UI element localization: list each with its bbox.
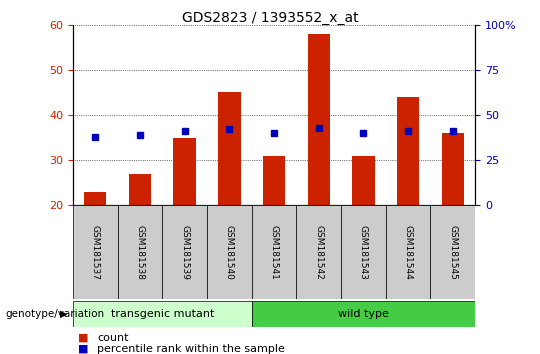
Text: GSM181543: GSM181543	[359, 225, 368, 280]
Text: GSM181542: GSM181542	[314, 225, 323, 280]
Text: GSM181545: GSM181545	[448, 225, 457, 280]
Bar	[118, 205, 163, 299]
Bar	[252, 205, 296, 299]
Text: GSM181537: GSM181537	[91, 225, 100, 280]
Text: GSM181540: GSM181540	[225, 225, 234, 280]
Text: percentile rank within the sample: percentile rank within the sample	[97, 344, 285, 354]
Text: ▶: ▶	[60, 309, 68, 319]
Bar	[263, 156, 285, 205]
Bar	[296, 205, 341, 299]
Bar	[73, 301, 252, 327]
Text: transgenic mutant: transgenic mutant	[111, 309, 214, 319]
Bar	[442, 133, 464, 205]
Text: ■: ■	[78, 344, 89, 354]
Bar	[430, 205, 475, 299]
Text: genotype/variation: genotype/variation	[5, 309, 105, 319]
Bar	[218, 92, 240, 205]
Bar	[207, 205, 252, 299]
Bar	[73, 205, 118, 299]
Text: GSM181541: GSM181541	[269, 225, 279, 280]
Text: ■: ■	[78, 333, 89, 343]
Text: GSM181538: GSM181538	[136, 225, 145, 280]
Text: GSM181539: GSM181539	[180, 225, 189, 280]
Text: GDS2823 / 1393552_x_at: GDS2823 / 1393552_x_at	[181, 11, 359, 25]
Bar	[308, 34, 330, 205]
Bar	[173, 138, 196, 205]
Bar	[341, 205, 386, 299]
Bar	[163, 205, 207, 299]
Text: count: count	[97, 333, 129, 343]
Bar	[397, 97, 420, 205]
Bar	[352, 156, 375, 205]
Bar	[386, 205, 430, 299]
Bar	[129, 174, 151, 205]
Bar	[252, 301, 475, 327]
Text: GSM181544: GSM181544	[403, 225, 413, 280]
Bar	[84, 192, 106, 205]
Text: wild type: wild type	[338, 309, 389, 319]
